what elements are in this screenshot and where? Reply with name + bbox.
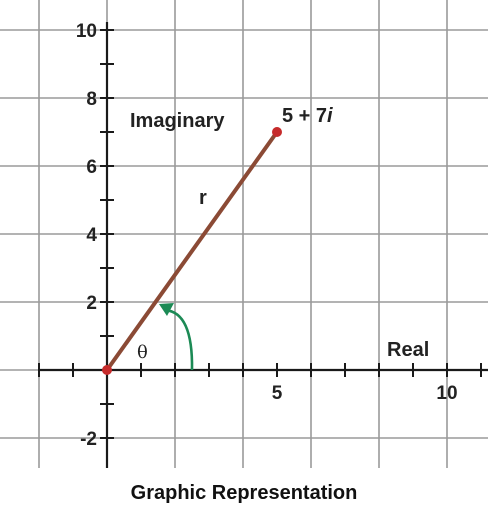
- y-tick-label: 2: [86, 293, 97, 314]
- y-tick-label: 10: [76, 21, 97, 42]
- grid: [0, 0, 488, 468]
- x-tick-label: 5: [272, 383, 283, 404]
- y-tick-label: -2: [80, 429, 97, 450]
- complex-point: [272, 127, 282, 137]
- x-tick-label: 10: [436, 383, 457, 404]
- tick-labels: 5 10 10 8 6 4 2 -2: [76, 21, 458, 450]
- origin-point: [102, 365, 112, 375]
- y-tick-label: 8: [86, 89, 97, 110]
- angle-arrowhead: [158, 303, 174, 317]
- axis-ticks: [38, 29, 482, 439]
- angle-label: θ: [137, 342, 148, 363]
- caption: Graphic Representation: [130, 482, 358, 504]
- vector-r: [105, 130, 279, 372]
- complex-point-label-i: i: [327, 105, 333, 127]
- complex-point-label-real: 5 + 7: [282, 105, 327, 127]
- real-axis-label: Real: [387, 339, 429, 361]
- axes: [38, 22, 488, 468]
- imaginary-axis-label: Imaginary: [130, 110, 225, 132]
- angle-arc: [164, 308, 194, 371]
- complex-point-label: 5 + 7i: [282, 105, 333, 127]
- complex-plane: 5 10 10 8 6 4 2 -2 Real Imaginary r θ 5 + 7i: [0, 0, 488, 468]
- y-tick-label: 4: [86, 225, 97, 246]
- y-tick-label: 6: [86, 157, 97, 178]
- vector-length-label: r: [199, 187, 207, 209]
